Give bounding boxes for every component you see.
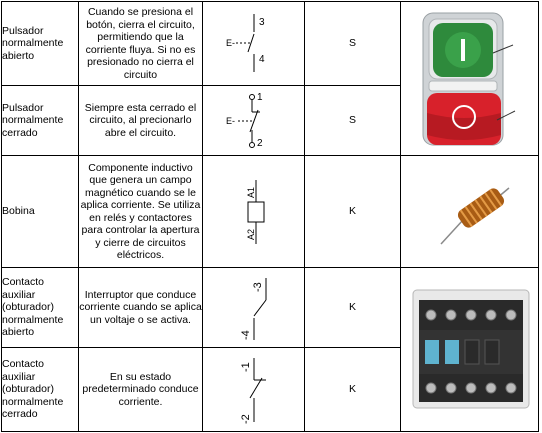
aux-contact-nc-symbol: -1 -2 <box>240 357 266 424</box>
symbol-cell: 3 E- 4 <box>202 1 305 86</box>
table-row: Bobina Componente inductivo que genera u… <box>1 155 539 268</box>
terminal-label: 4 <box>259 54 265 65</box>
symbol-cell: 1 E- 2 <box>202 85 305 156</box>
letter-code: S <box>304 1 401 86</box>
coil-photo-cell <box>400 155 539 268</box>
component-name: Contacto auxiliar (obturador) normalment… <box>1 347 79 432</box>
coil-photo <box>439 186 509 245</box>
aux-contact-photo-cell <box>400 267 539 432</box>
pushbutton-no-symbol: 3 E- 4 <box>226 13 265 72</box>
component-name: Pulsador normalmente cerrado <box>1 85 79 156</box>
symbol-cell: -3 -4 <box>202 267 305 348</box>
component-description: Componente inductivo que genera un campo… <box>78 155 203 268</box>
terminal-label: -2 <box>240 414 252 424</box>
terminal-label: 1 <box>257 92 263 103</box>
component-name: Bobina <box>1 155 79 268</box>
actuator-label: E- <box>226 116 235 126</box>
letter-code: K <box>304 267 401 348</box>
letter-code: S <box>304 85 401 156</box>
aux-contact-no-symbol: -3 -4 <box>240 277 266 340</box>
terminal-label: A2 <box>246 228 256 239</box>
coil-symbol: A1 A2 <box>246 179 264 244</box>
terminal-label: -3 <box>252 282 264 292</box>
terminal-label: 3 <box>259 17 265 28</box>
letter-code: K <box>304 155 401 268</box>
component-name: Contacto auxiliar (obturador) normalment… <box>1 267 79 348</box>
component-description: Siempre esta cerrado el circuito, al pre… <box>78 85 203 156</box>
table-row: Pulsador normalmente cerrado Siempre est… <box>1 85 539 156</box>
component-description: Cuando se presiona el botón, cierra el c… <box>78 1 203 86</box>
terminal-label: -1 <box>240 362 252 372</box>
pushbutton-nc-symbol: 1 E- 2 <box>226 92 263 149</box>
terminal-label: 2 <box>257 138 263 149</box>
component-name: Pulsador normalmente abierto <box>1 1 79 86</box>
pushbutton-photo <box>422 12 515 145</box>
table-row: Contacto auxiliar (obturador) normalment… <box>1 347 539 432</box>
table-row: Pulsador normalmente abierto Cuando se p… <box>1 1 539 156</box>
actuator-label: E- <box>226 38 235 48</box>
symbol-cell: A1 A2 <box>202 155 305 268</box>
terminal-label: A1 <box>246 186 256 197</box>
letter-code: K <box>304 347 401 432</box>
component-description: En su estado predeterminado conduce corr… <box>78 347 203 432</box>
terminal-label: -4 <box>240 330 252 340</box>
symbol-cell: -1 -2 <box>202 347 305 432</box>
table-row: Contacto auxiliar (obturador) normalment… <box>1 267 539 432</box>
component-description: Interruptor que conduce corriente cuando… <box>78 267 203 348</box>
aux-contact-block-photo <box>412 289 529 408</box>
pushbutton-photo-cell <box>400 1 539 156</box>
